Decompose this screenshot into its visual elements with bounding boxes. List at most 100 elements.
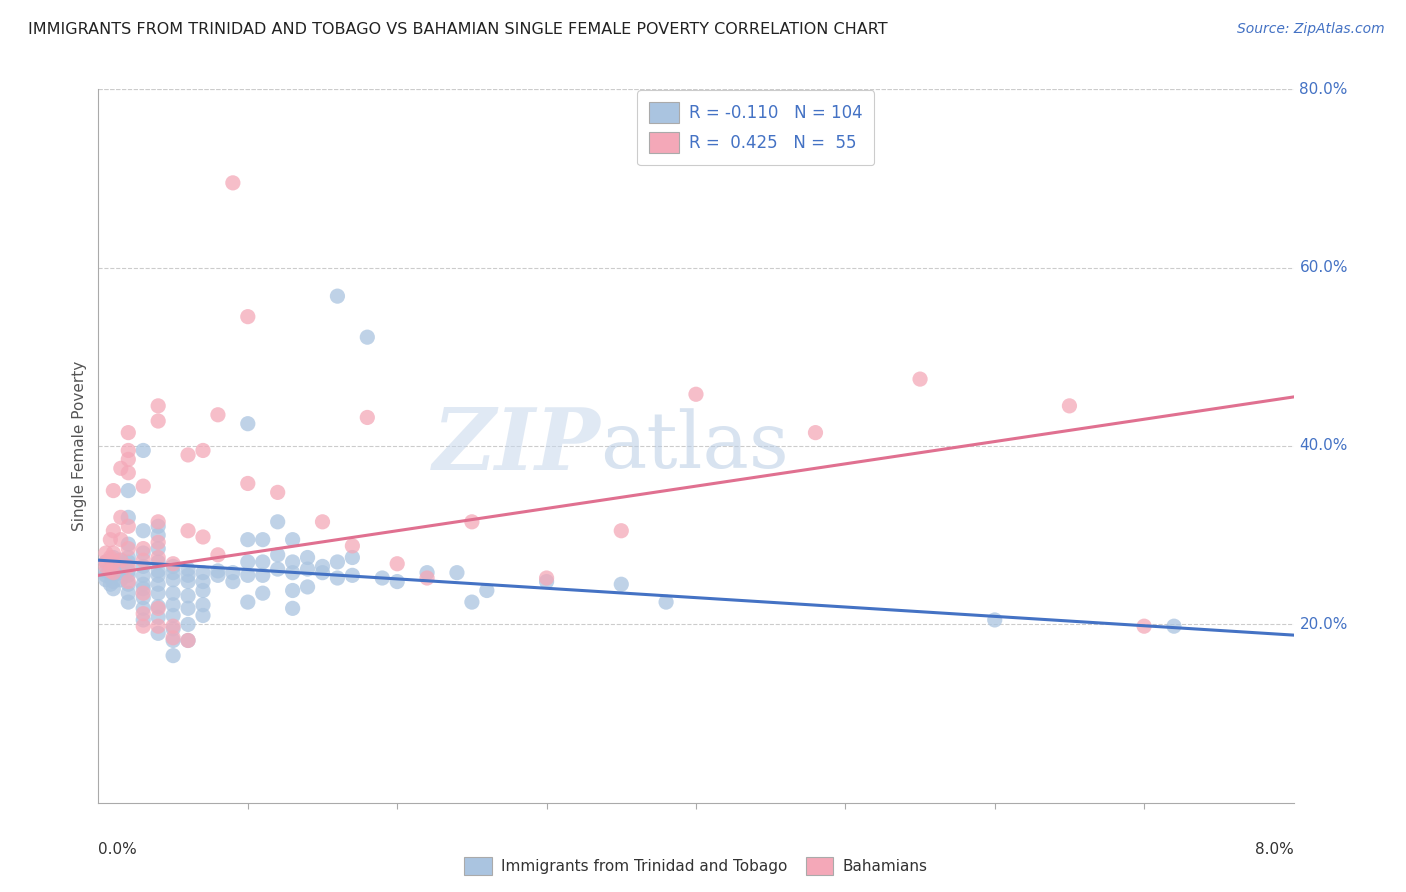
Point xyxy=(252,568,274,582)
Point xyxy=(236,417,259,431)
Point xyxy=(162,619,184,633)
Point xyxy=(177,589,200,603)
Point xyxy=(252,555,274,569)
Point xyxy=(385,557,409,571)
Point xyxy=(356,330,378,344)
Point xyxy=(148,601,170,615)
Point xyxy=(236,310,259,324)
Point xyxy=(98,564,122,578)
Point xyxy=(177,568,200,582)
Point xyxy=(252,533,274,547)
Point xyxy=(117,425,139,440)
Point xyxy=(148,577,170,591)
Point xyxy=(297,580,319,594)
Point xyxy=(148,528,170,542)
Point xyxy=(103,582,125,596)
Point xyxy=(1163,619,1185,633)
Point xyxy=(117,577,139,591)
Point xyxy=(148,568,170,582)
Point xyxy=(94,555,117,569)
Point xyxy=(191,598,214,612)
Point xyxy=(342,568,364,582)
Text: atlas: atlas xyxy=(600,409,789,483)
Point xyxy=(117,574,139,589)
Point xyxy=(536,574,558,589)
Point xyxy=(110,553,132,567)
Point xyxy=(110,533,132,547)
Text: 8.0%: 8.0% xyxy=(1254,842,1294,857)
Point xyxy=(132,607,155,621)
Point xyxy=(103,562,125,576)
Y-axis label: Single Female Poverty: Single Female Poverty xyxy=(72,361,87,531)
Point xyxy=(162,586,184,600)
Point xyxy=(94,564,117,578)
Point xyxy=(103,564,125,578)
Point xyxy=(148,555,170,569)
Point xyxy=(110,553,132,567)
Point xyxy=(148,515,170,529)
Point xyxy=(1133,619,1156,633)
Point xyxy=(162,559,184,574)
Point xyxy=(610,524,633,538)
Point xyxy=(117,595,139,609)
Point xyxy=(342,550,364,565)
Point xyxy=(191,530,214,544)
Point xyxy=(148,541,170,556)
Point xyxy=(132,443,155,458)
Point xyxy=(148,619,170,633)
Point xyxy=(267,485,290,500)
Point xyxy=(207,408,229,422)
Point xyxy=(1059,399,1081,413)
Point xyxy=(103,546,125,560)
Point xyxy=(103,555,125,569)
Text: Source: ZipAtlas.com: Source: ZipAtlas.com xyxy=(1237,22,1385,37)
Point xyxy=(132,577,155,591)
Point xyxy=(162,598,184,612)
Point xyxy=(117,586,139,600)
Point xyxy=(267,515,290,529)
Point xyxy=(207,564,229,578)
Point xyxy=(162,633,184,648)
Point xyxy=(162,557,184,571)
Point xyxy=(191,608,214,623)
Text: 40.0%: 40.0% xyxy=(1299,439,1348,453)
Point xyxy=(236,476,259,491)
Point xyxy=(326,289,349,303)
Point xyxy=(117,443,139,458)
Point xyxy=(222,574,245,589)
Point xyxy=(207,548,229,562)
Point xyxy=(356,410,378,425)
Point xyxy=(117,537,139,551)
Point xyxy=(311,515,333,529)
Point xyxy=(94,568,117,582)
Point xyxy=(416,566,439,580)
Point xyxy=(103,566,125,580)
Point xyxy=(148,414,170,428)
Point xyxy=(252,586,274,600)
Text: 60.0%: 60.0% xyxy=(1299,260,1348,275)
Point xyxy=(132,559,155,574)
Point xyxy=(162,631,184,645)
Point xyxy=(117,519,139,533)
Point xyxy=(132,586,155,600)
Point xyxy=(103,555,125,569)
Point xyxy=(103,524,125,538)
Point xyxy=(461,515,484,529)
Point xyxy=(236,595,259,609)
Point xyxy=(98,577,122,591)
Point xyxy=(98,566,122,580)
Point xyxy=(222,566,245,580)
Point xyxy=(117,541,139,556)
Point xyxy=(110,461,132,475)
Point xyxy=(326,571,349,585)
Point xyxy=(177,448,200,462)
Point xyxy=(148,519,170,533)
Point xyxy=(475,583,498,598)
Point xyxy=(685,387,707,401)
Point xyxy=(132,479,155,493)
Point xyxy=(610,577,633,591)
Point xyxy=(103,568,125,582)
Point xyxy=(148,564,170,578)
Point xyxy=(191,443,214,458)
Point xyxy=(177,633,200,648)
